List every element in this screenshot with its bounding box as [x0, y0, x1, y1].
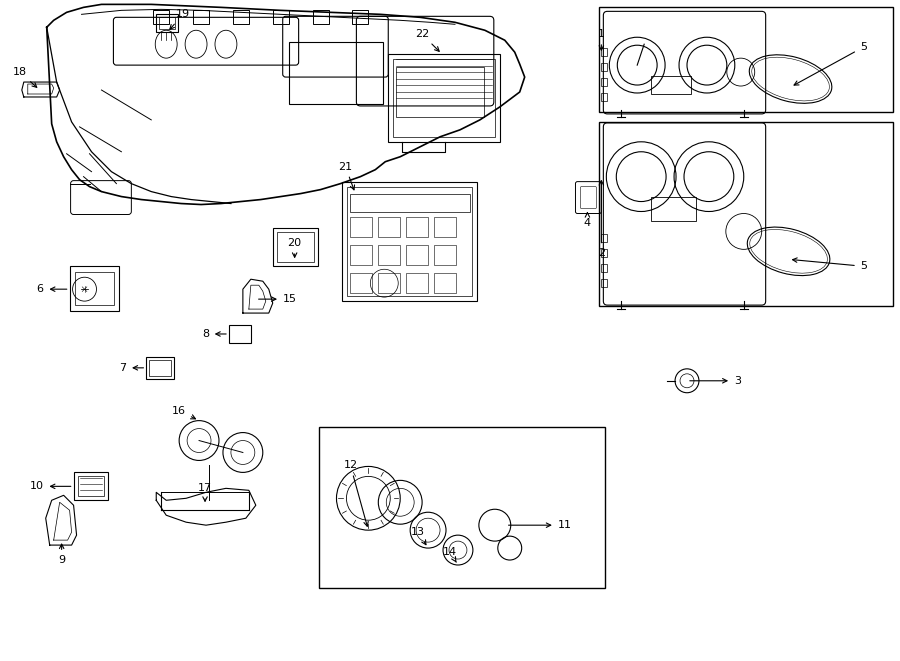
Bar	[350, 245, 373, 265]
Bar	[75, 272, 114, 305]
Text: 2: 2	[598, 180, 605, 258]
Text: 15: 15	[258, 294, 297, 304]
Bar	[406, 217, 428, 237]
Bar	[378, 217, 400, 237]
Bar	[350, 273, 373, 293]
Bar	[396, 67, 484, 117]
Bar	[229, 325, 251, 343]
Text: 6: 6	[37, 284, 67, 294]
Bar	[378, 273, 400, 293]
Text: 10: 10	[30, 481, 71, 491]
Bar	[312, 11, 328, 24]
Text: 19: 19	[170, 9, 190, 29]
Text: 7: 7	[119, 363, 143, 373]
Bar	[353, 11, 368, 24]
Bar	[74, 473, 108, 500]
Bar	[273, 229, 318, 266]
Bar	[434, 245, 456, 265]
Text: 16: 16	[172, 406, 195, 419]
Text: 5: 5	[793, 258, 867, 271]
Bar	[194, 11, 209, 24]
Bar	[601, 235, 608, 243]
Bar	[273, 11, 289, 24]
Text: 4: 4	[584, 212, 591, 229]
Bar	[434, 217, 456, 237]
Bar	[388, 54, 500, 142]
Bar	[601, 78, 608, 86]
Bar	[289, 42, 383, 104]
Bar	[652, 76, 691, 94]
Bar	[601, 48, 608, 56]
Text: 13: 13	[411, 527, 426, 545]
Text: 22: 22	[415, 29, 439, 52]
Bar	[652, 196, 696, 221]
Text: 3: 3	[689, 376, 741, 386]
Bar	[601, 63, 608, 71]
Bar	[599, 122, 893, 306]
Bar	[406, 273, 428, 293]
Bar	[157, 15, 178, 32]
Bar	[319, 426, 606, 588]
Bar	[347, 186, 472, 296]
Bar	[343, 182, 477, 301]
Text: 5: 5	[794, 42, 867, 85]
Bar	[434, 273, 456, 293]
Bar	[601, 93, 608, 101]
Text: 11: 11	[508, 520, 572, 530]
Bar	[378, 245, 400, 265]
Bar	[159, 17, 176, 29]
Text: 8: 8	[202, 329, 226, 339]
Bar	[393, 59, 495, 137]
Bar	[69, 266, 120, 311]
Bar	[350, 194, 470, 212]
Text: 21: 21	[338, 162, 355, 190]
Bar	[153, 11, 169, 24]
Bar	[77, 477, 104, 496]
Text: 1: 1	[598, 29, 605, 50]
Bar	[149, 360, 171, 376]
Bar	[601, 264, 608, 272]
Text: 20: 20	[288, 239, 302, 257]
Text: 9: 9	[58, 544, 65, 565]
Bar	[406, 245, 428, 265]
Bar	[599, 7, 893, 112]
Bar	[276, 233, 313, 262]
Bar	[147, 357, 175, 379]
Bar	[350, 217, 373, 237]
Bar	[601, 249, 608, 257]
Text: 17: 17	[198, 483, 212, 501]
Text: 14: 14	[443, 547, 457, 563]
Text: 12: 12	[344, 461, 368, 526]
Text: 18: 18	[13, 67, 37, 87]
Bar	[233, 11, 248, 24]
Bar	[601, 279, 608, 287]
